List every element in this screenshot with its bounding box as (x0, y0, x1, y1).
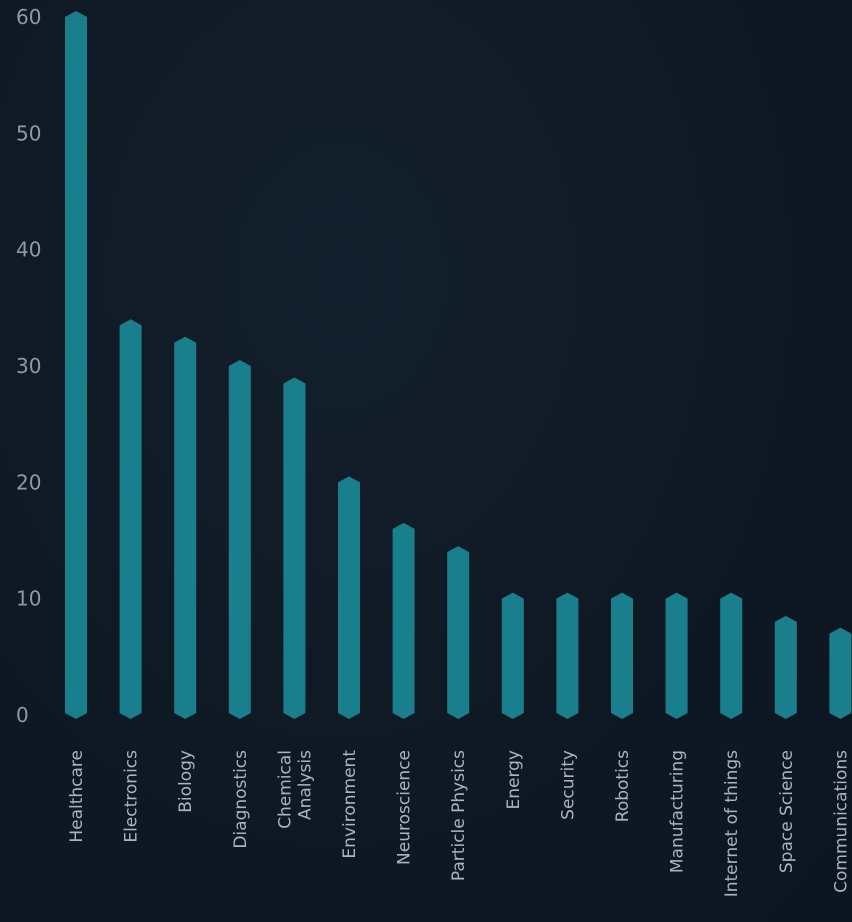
x-tick-label: Security (558, 750, 578, 820)
x-tick-label: Internet of things (722, 750, 742, 897)
x-tick-label: Analysis (295, 750, 315, 820)
x-tick-label: Robotics (613, 750, 633, 822)
x-tick-label: Communications (831, 750, 851, 893)
y-axis: 0 10 20 30 40 50 60 (16, 5, 41, 727)
x-tick-label: Chemical (275, 750, 295, 829)
x-tick-label: Healthcare (67, 750, 87, 843)
x-tick-label: Energy (504, 750, 524, 810)
y-tick-label: 30 (16, 354, 41, 378)
x-tick-label: Biology (176, 750, 196, 813)
y-tick-label: 60 (16, 5, 41, 29)
x-tick-label: Electronics (122, 750, 142, 843)
y-tick-label: 10 (16, 587, 41, 611)
x-tick-label: Manufacturing (668, 750, 688, 873)
bar (501, 592, 524, 719)
bar (611, 592, 633, 719)
bar (720, 592, 743, 719)
bar (119, 319, 142, 719)
x-tick-label: Neuroscience (395, 750, 415, 865)
y-tick-label: 0 (16, 703, 29, 727)
bar (228, 360, 251, 719)
bar (665, 592, 688, 719)
bar (447, 546, 470, 719)
bars (65, 11, 852, 719)
y-tick-label: 40 (16, 238, 41, 262)
bar (556, 592, 579, 719)
bar (283, 377, 306, 719)
bar (65, 11, 87, 719)
x-tick-label: Space Science (777, 750, 797, 873)
bar (174, 336, 197, 719)
x-tick-label: Diagnostics (231, 750, 251, 849)
bar (338, 476, 360, 719)
bar (829, 627, 852, 719)
x-tick-label: Environment (340, 750, 360, 859)
y-tick-label: 20 (16, 470, 41, 494)
x-tick-label: Particle Physics (449, 750, 469, 881)
bar (392, 522, 415, 719)
y-tick-label: 50 (16, 121, 41, 145)
x-axis-labels: Healthcare Electronics Biology Diagnostics C… (67, 750, 851, 898)
bar (774, 615, 797, 719)
